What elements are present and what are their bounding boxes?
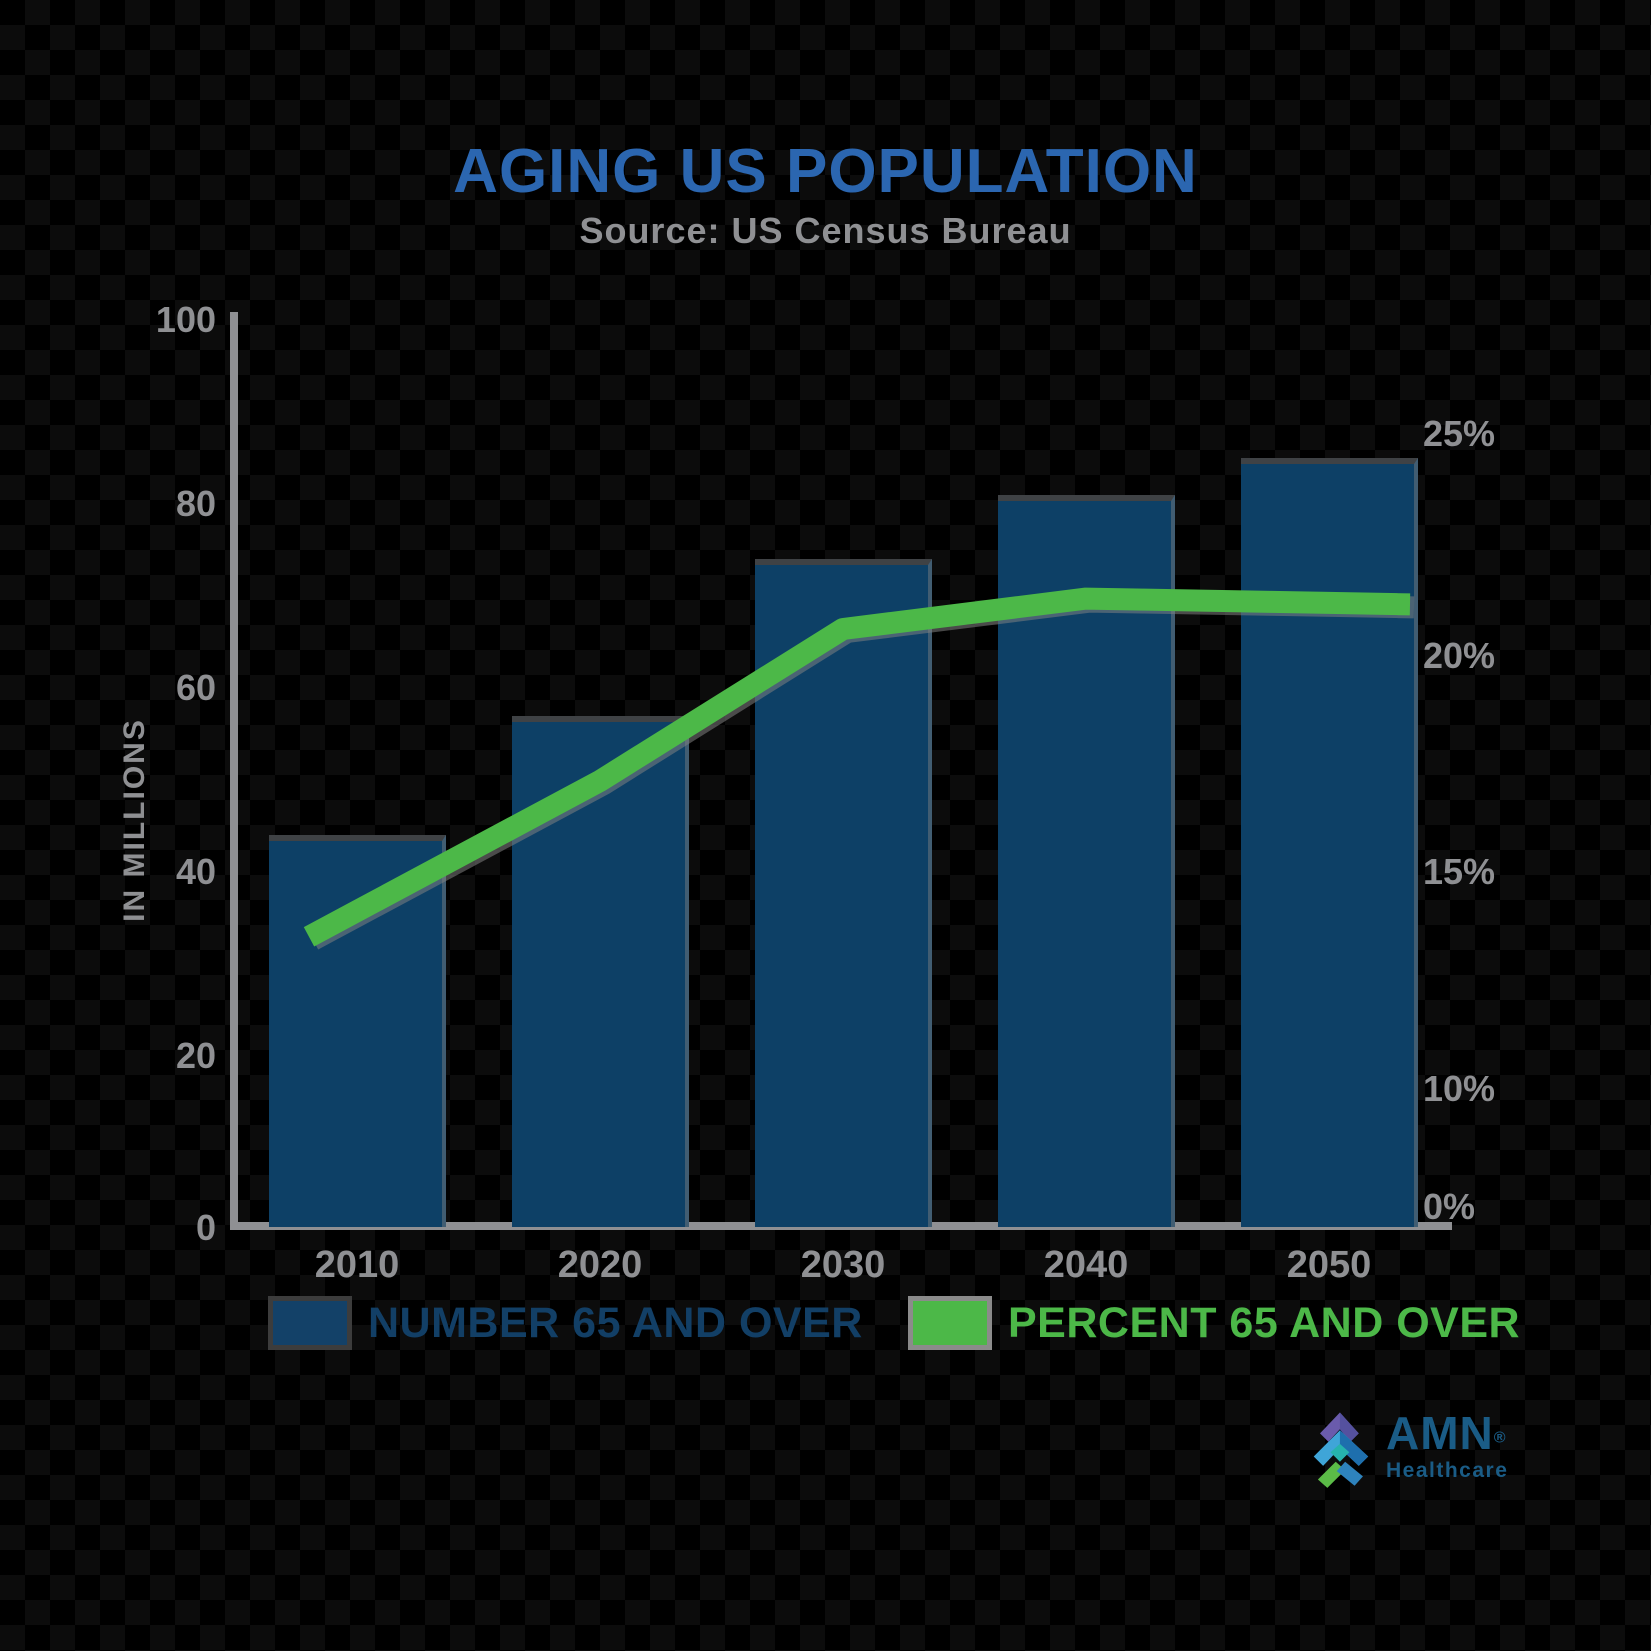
legend-bar-label: NUMBER 65 AND OVER — [368, 1298, 863, 1347]
page-title: AGING US POPULATION — [453, 137, 1198, 206]
logo-sub-brand: Healthcare — [1386, 1459, 1509, 1482]
legend-item-number-65-and-over: NUMBER 65 AND OVER — [268, 1296, 863, 1350]
amn-healthcare-logo: AMN® Healthcare — [1306, 1402, 1508, 1490]
legend-line-label: PERCENT 65 AND OVER — [1008, 1298, 1521, 1347]
bar-2050 — [1240, 458, 1418, 1227]
y-right-tick-10: 10% — [1423, 1068, 1496, 1109]
amn-logo-text: AMN® Healthcare — [1386, 1410, 1508, 1481]
y-left-tick-100: 100 — [155, 299, 216, 340]
y-left-tick-80: 80 — [175, 483, 216, 524]
x-tick-2050: 2050 — [1286, 1244, 1372, 1286]
bar-2020 — [511, 715, 689, 1227]
x-tick-2020: 2020 — [557, 1244, 643, 1286]
y-left-tick-40: 40 — [175, 851, 216, 892]
y-left-tick-20: 20 — [175, 1035, 216, 1076]
y-left-tick-0: 0 — [195, 1207, 216, 1248]
x-tick-2040: 2040 — [1043, 1244, 1129, 1286]
legend-item-percent-65-and-over: PERCENT 65 AND OVER — [908, 1296, 1520, 1350]
legend-bar-swatch — [268, 1296, 352, 1350]
x-tick-2030: 2030 — [800, 1244, 886, 1286]
x-tick-2010: 2010 — [314, 1244, 400, 1286]
bar-2040 — [997, 494, 1175, 1227]
y-right-tick-15: 15% — [1423, 851, 1496, 892]
legend-line-swatch — [908, 1296, 992, 1350]
logo-brand: AMN — [1386, 1407, 1494, 1459]
y-axis-line — [230, 312, 238, 1230]
y-left-tick-60: 60 — [175, 667, 216, 708]
y-right-tick-0: 0% — [1423, 1186, 1476, 1227]
bar-2030 — [754, 559, 932, 1227]
page-subtitle: Source: US Census Bureau — [579, 210, 1072, 251]
bar-2010 — [268, 835, 446, 1227]
logo-registered-mark: ® — [1493, 1429, 1506, 1447]
y-right-tick-25: 25% — [1423, 413, 1496, 454]
y-right-tick-20: 20% — [1423, 635, 1496, 676]
amn-logo-mark-icon — [1313, 1412, 1369, 1488]
y-axis-title: IN MILLIONS — [118, 718, 151, 922]
